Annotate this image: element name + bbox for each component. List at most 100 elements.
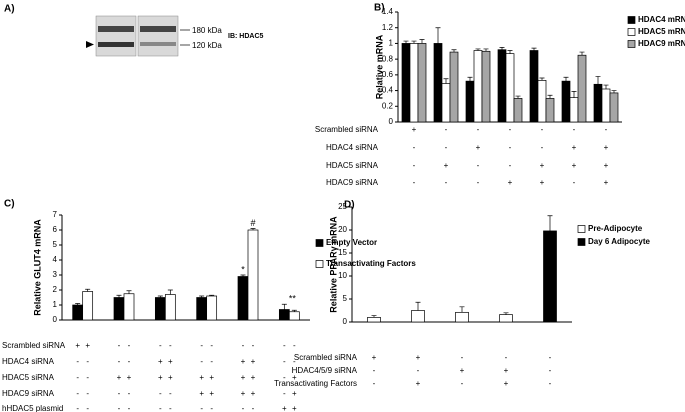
condition-label: HDAC9 siRNA <box>326 178 379 187</box>
condition-value: + <box>158 373 163 382</box>
condition-value: - <box>413 178 416 187</box>
condition-label: HDAC4 siRNA <box>326 143 379 152</box>
error-bar <box>611 90 617 93</box>
y-tick-label: 1.2 <box>382 23 394 32</box>
bar <box>123 293 135 321</box>
error-bar <box>499 47 505 50</box>
condition-value: - <box>461 353 464 362</box>
y-tick-label: 15 <box>338 248 347 257</box>
condition-value: + <box>372 353 377 362</box>
bar <box>72 304 84 321</box>
condition-value: - <box>242 404 245 412</box>
y-tick-label: 2 <box>53 285 58 294</box>
condition-value: + <box>604 143 609 152</box>
bar <box>609 92 619 123</box>
condition-value: - <box>445 178 448 187</box>
condition-label: Scrambled siRNA <box>315 125 379 134</box>
bar <box>513 98 523 123</box>
bar <box>409 43 419 123</box>
error-bar <box>85 288 91 292</box>
y-tick-label: 0 <box>389 117 394 126</box>
condition-value: - <box>293 341 296 350</box>
y-tick-label: 1.4 <box>382 7 394 16</box>
condition-value: + <box>251 389 256 398</box>
error-bar <box>415 301 421 311</box>
condition-value: + <box>241 357 246 366</box>
error-bar <box>603 84 609 89</box>
condition-value: + <box>572 161 577 170</box>
y-axis-label: Relative mRNA <box>374 34 384 99</box>
bar <box>206 295 218 321</box>
condition-value: - <box>86 404 89 412</box>
y-tick-label: 1 <box>389 39 394 48</box>
error-bar <box>443 78 449 84</box>
bar <box>278 309 290 321</box>
condition-value: - <box>413 161 416 170</box>
error-bar <box>411 40 417 44</box>
condition-value: - <box>76 389 79 398</box>
bar <box>164 294 176 321</box>
condition-value: + <box>504 379 509 388</box>
bar <box>543 230 557 323</box>
error-bar <box>451 49 457 53</box>
y-axis-label: Relative PPARγ mRNA <box>328 216 338 313</box>
error-bar <box>281 303 287 310</box>
error-bar <box>371 315 377 318</box>
condition-value: - <box>445 125 448 134</box>
condition-value: + <box>292 373 297 382</box>
condition-value: + <box>209 389 214 398</box>
condition-value: - <box>118 389 121 398</box>
condition-value: - <box>509 143 512 152</box>
y-tick-label: 20 <box>338 225 347 234</box>
bar <box>82 291 94 321</box>
condition-value: + <box>117 373 122 382</box>
condition-value: - <box>509 161 512 170</box>
condition-value: - <box>159 341 162 350</box>
condition-value: - <box>76 357 79 366</box>
condition-value: + <box>604 161 609 170</box>
condition-value: - <box>128 404 131 412</box>
condition-value: + <box>251 357 256 366</box>
condition-value: - <box>549 366 552 375</box>
y-tick-label: 0 <box>343 317 348 326</box>
y-tick-label: 0.6 <box>382 70 394 79</box>
bar <box>247 229 259 321</box>
bar <box>288 311 300 321</box>
condition-value: - <box>76 373 79 382</box>
error-bar <box>503 312 509 315</box>
condition-value: - <box>118 341 121 350</box>
condition-value: + <box>572 143 577 152</box>
y-tick-label: 10 <box>338 271 347 280</box>
error-bar <box>419 39 425 44</box>
bar <box>433 43 443 123</box>
bar <box>569 97 579 123</box>
condition-label: Scrambled siRNA <box>2 341 66 350</box>
bar <box>154 297 166 321</box>
bar <box>481 50 491 123</box>
panel-label: A) <box>4 4 15 15</box>
marker-label: 180 kDa <box>192 26 222 35</box>
error-bar <box>467 76 473 82</box>
error-bar <box>157 295 163 298</box>
bar <box>499 314 513 323</box>
bar <box>455 311 469 323</box>
condition-value: - <box>283 357 286 366</box>
condition-value: + <box>540 161 545 170</box>
condition-value: - <box>549 379 552 388</box>
error-bar <box>531 47 537 51</box>
condition-value: - <box>252 404 255 412</box>
condition-label: Transactivating Factors <box>274 379 357 388</box>
condition-value: + <box>251 373 256 382</box>
condition-value: - <box>200 341 203 350</box>
condition-value: - <box>605 125 608 134</box>
legend-swatch <box>627 28 636 36</box>
condition-value: + <box>209 373 214 382</box>
legend-swatch <box>627 40 636 48</box>
condition-value: - <box>159 389 162 398</box>
condition-value: - <box>169 404 172 412</box>
bar <box>561 80 571 123</box>
y-tick-label: 0 <box>53 315 58 324</box>
condition-label: HDAC5 siRNA <box>2 373 55 382</box>
bar <box>401 43 411 123</box>
bar <box>237 276 249 321</box>
